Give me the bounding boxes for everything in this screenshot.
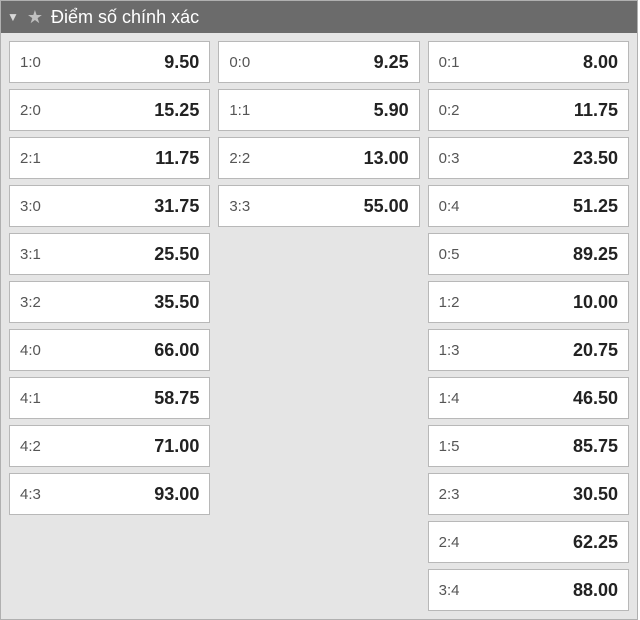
odds-cell[interactable]: 4:2 71.00: [9, 425, 210, 467]
odds-value: 11.75: [155, 148, 199, 169]
odds-value: 15.25: [154, 100, 199, 121]
collapse-caret-icon: ▼: [7, 10, 19, 24]
score-label: 3:1: [20, 246, 41, 263]
odds-cell[interactable]: 2:2 13.00: [218, 137, 419, 179]
odds-value: 62.25: [573, 532, 618, 553]
odds-value: 31.75: [154, 196, 199, 217]
odds-value: 88.00: [573, 580, 618, 601]
odds-value: 8.00: [583, 52, 618, 73]
odds-value: 66.00: [154, 340, 199, 361]
score-label: 0:1: [439, 54, 460, 71]
odds-cell[interactable]: 0:1 8.00: [428, 41, 629, 83]
odds-value: 58.75: [154, 388, 199, 409]
score-label: 4:2: [20, 438, 41, 455]
odds-cell[interactable]: 2:3 30.50: [428, 473, 629, 515]
correct-score-panel: ▼ ★ Điểm số chính xác 1:0 9.50 2:0 15.25 2:1…: [0, 0, 638, 620]
odds-cell[interactable]: 4:3 93.00: [9, 473, 210, 515]
odds-value: 23.50: [573, 148, 618, 169]
odds-cell[interactable]: 3:3 55.00: [218, 185, 419, 227]
odds-value: 30.50: [573, 484, 618, 505]
odds-cell[interactable]: 0:2 11.75: [428, 89, 629, 131]
column-away-win: 0:1 8.00 0:2 11.75 0:3 23.50 0:4 51.25 0:5 89.25 1…: [428, 41, 629, 611]
score-label: 1:1: [229, 102, 250, 119]
score-label: 1:5: [439, 438, 460, 455]
score-label: 0:4: [439, 198, 460, 215]
score-label: 4:3: [20, 486, 41, 503]
score-label: 4:1: [20, 390, 41, 407]
column-draw: 0:0 9.25 1:1 5.90 2:2 13.00 3:3 55.00: [218, 41, 419, 227]
score-label: 0:2: [439, 102, 460, 119]
score-label: 0:0: [229, 54, 250, 71]
odds-value: 25.50: [154, 244, 199, 265]
odds-cell[interactable]: 0:0 9.25: [218, 41, 419, 83]
odds-value: 20.75: [573, 340, 618, 361]
odds-cell[interactable]: 4:0 66.00: [9, 329, 210, 371]
score-label: 2:3: [439, 486, 460, 503]
odds-cell[interactable]: 0:3 23.50: [428, 137, 629, 179]
odds-cell[interactable]: 3:4 88.00: [428, 569, 629, 611]
score-label: 1:4: [439, 390, 460, 407]
odds-value: 35.50: [154, 292, 199, 313]
score-label: 0:5: [439, 246, 460, 263]
panel-header[interactable]: ▼ ★ Điểm số chính xác: [1, 1, 637, 33]
odds-cell[interactable]: 3:0 31.75: [9, 185, 210, 227]
odds-value: 51.25: [573, 196, 618, 217]
score-label: 4:0: [20, 342, 41, 359]
odds-value: 71.00: [154, 436, 199, 457]
odds-cell[interactable]: 3:1 25.50: [9, 233, 210, 275]
panel-body: 1:09.502:015.252:111.753:031.753:125.503…: [1, 33, 637, 619]
odds-value: 93.00: [154, 484, 199, 505]
score-label: 2:2: [229, 150, 250, 167]
score-label: 2:1: [20, 150, 41, 167]
odds-cell[interactable]: 0:5 89.25: [428, 233, 629, 275]
odds-value: 5.90: [374, 100, 409, 121]
panel-title: Điểm số chính xác: [51, 7, 199, 28]
odds-cell[interactable]: 2:0 15.25: [9, 89, 210, 131]
score-label: 1:3: [439, 342, 460, 359]
favorite-star-icon[interactable]: ★: [27, 7, 43, 28]
odds-value: 46.50: [573, 388, 618, 409]
score-label: 3:4: [439, 582, 460, 599]
odds-cell[interactable]: 4:1 58.75: [9, 377, 210, 419]
odds-cell[interactable]: 2:4 62.25: [428, 521, 629, 563]
score-label: 3:0: [20, 198, 41, 215]
odds-value: 55.00: [364, 196, 409, 217]
score-label: 1:0: [20, 54, 41, 71]
score-label: 3:3: [229, 198, 250, 215]
odds-cell[interactable]: 1:4 46.50: [428, 377, 629, 419]
odds-cell[interactable]: 0:4 51.25: [428, 185, 629, 227]
score-label: 3:2: [20, 294, 41, 311]
score-label: 1:2: [439, 294, 460, 311]
score-label: 0:3: [439, 150, 460, 167]
odds-value: 9.25: [374, 52, 409, 73]
odds-cell[interactable]: 1:5 85.75: [428, 425, 629, 467]
odds-value: 85.75: [573, 436, 618, 457]
odds-value: 11.75: [574, 100, 618, 121]
odds-value: 89.25: [573, 244, 618, 265]
odds-cell[interactable]: 3:2 35.50: [9, 281, 210, 323]
odds-cell[interactable]: 2:1 11.75: [9, 137, 210, 179]
score-label: 2:4: [439, 534, 460, 551]
column-home-win: 1:09.502:015.252:111.753:031.753:125.503…: [9, 41, 210, 515]
odds-cell[interactable]: 1:2 10.00: [428, 281, 629, 323]
odds-value: 9.50: [164, 52, 199, 73]
score-label: 2:0: [20, 102, 41, 119]
odds-value: 10.00: [573, 292, 618, 313]
odds-cell[interactable]: 1:0 9.50: [9, 41, 210, 83]
odds-value: 13.00: [364, 148, 409, 169]
odds-cell[interactable]: 1:3 20.75: [428, 329, 629, 371]
odds-cell[interactable]: 1:1 5.90: [218, 89, 419, 131]
